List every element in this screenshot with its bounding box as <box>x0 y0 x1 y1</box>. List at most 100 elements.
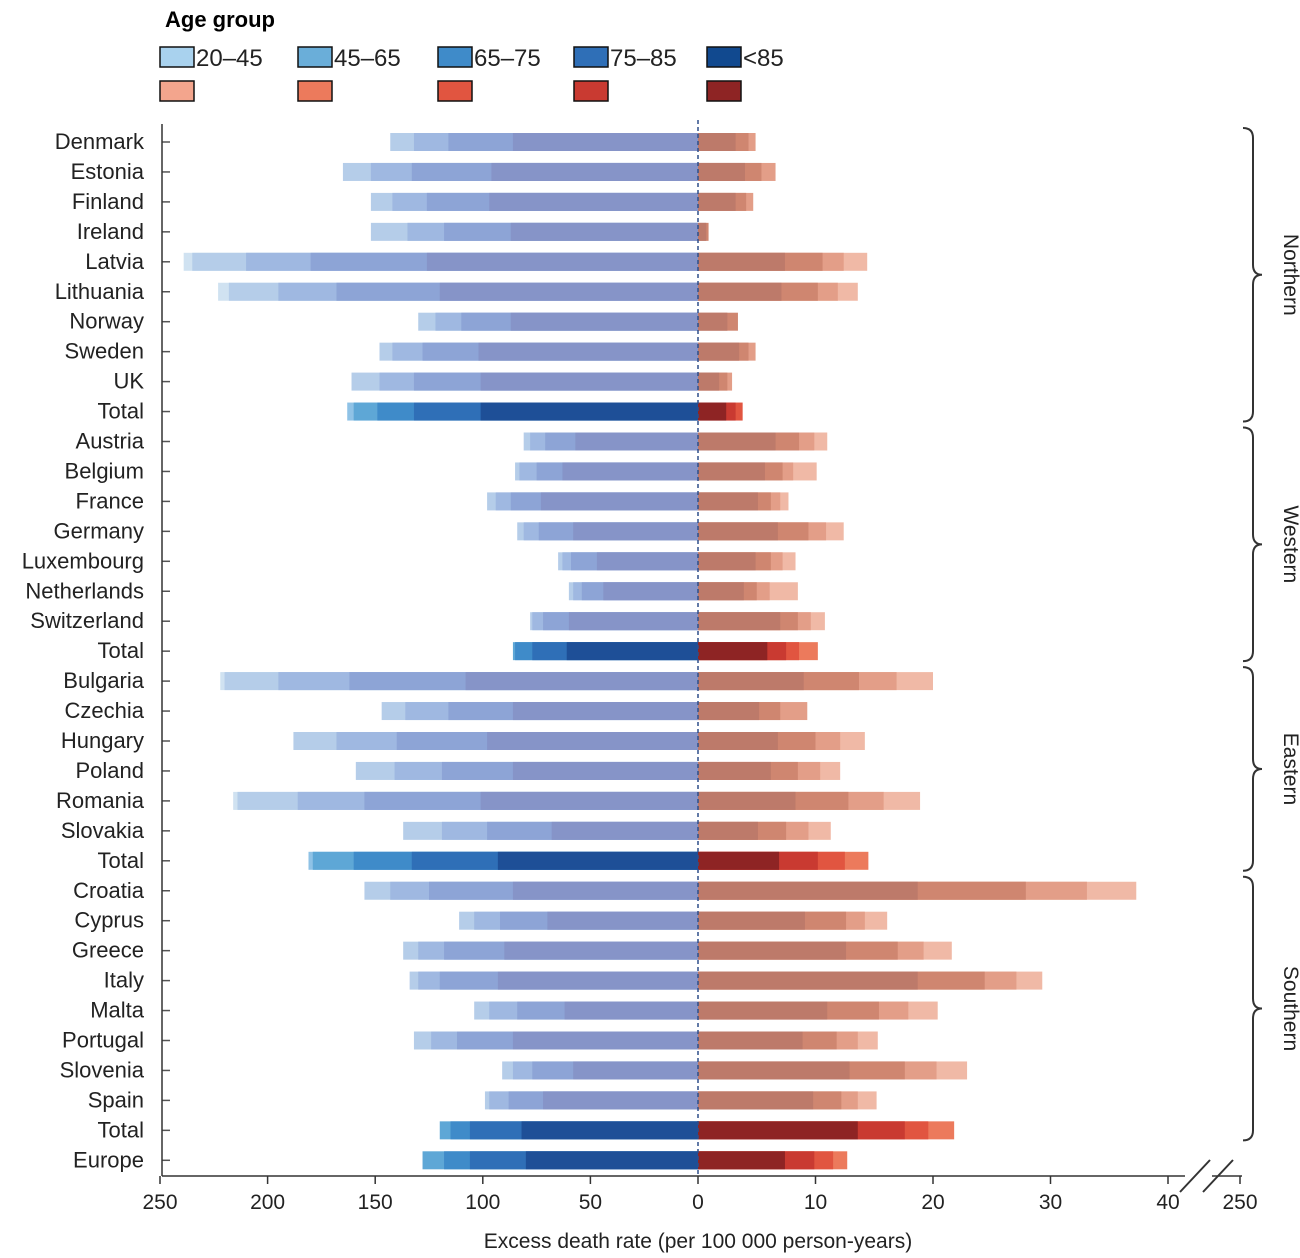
axis-break-mark <box>1202 1159 1234 1193</box>
row-label: Cyprus <box>74 908 144 933</box>
bar-row-17 <box>512 642 818 661</box>
legend-label-4: <85 <box>743 45 784 72</box>
x-tick-label: 50 <box>579 1191 602 1214</box>
bar-right-segment <box>698 552 756 571</box>
legend-swatch-red-3 <box>573 80 609 102</box>
bar-right-segment <box>698 642 768 661</box>
bar-left-segment <box>562 462 698 481</box>
bar-right-segment <box>698 911 805 930</box>
row-label: Spain <box>88 1087 144 1112</box>
bar-left-segment <box>512 702 698 721</box>
bar-left-segment <box>465 672 698 691</box>
bar-left-segment <box>426 252 698 271</box>
row-label: Norway <box>69 309 144 334</box>
bar-left-segment <box>512 881 698 900</box>
legend-swatch-red-2 <box>437 80 473 102</box>
bar-row-19 <box>381 702 808 721</box>
bar-left-segment <box>497 851 698 870</box>
bar-right-segment <box>698 192 736 211</box>
legend-label-3: 75–85 <box>610 45 677 72</box>
x-tick-label: 30 <box>1039 1191 1062 1214</box>
bar-right-segment <box>698 162 745 181</box>
row-label: Romania <box>56 788 145 813</box>
legend-swatch-blue-1 <box>297 46 333 68</box>
bar-left-segment <box>525 1151 698 1170</box>
bar-left-segment <box>510 312 698 331</box>
bar-row-0 <box>390 133 756 151</box>
row-label: Portugal <box>62 1028 144 1053</box>
bar-right-segment <box>698 791 796 810</box>
bar-row-1 <box>342 162 776 181</box>
legend-label-0: 20–45 <box>196 45 263 72</box>
row-label: Italy <box>104 968 144 993</box>
row-label: Sweden <box>64 339 144 364</box>
bar-right-segment <box>698 462 765 481</box>
bar-left-segment <box>568 612 698 631</box>
row-label: Estonia <box>71 159 145 184</box>
bar-right-segment <box>698 252 785 271</box>
row-label: Latvia <box>85 249 144 274</box>
legend-title: Age group <box>165 7 275 32</box>
legend-label-2: 65–75 <box>474 45 541 72</box>
bar-right-segment <box>698 582 744 601</box>
row-label: Slovakia <box>61 818 145 843</box>
bar-row-27 <box>403 941 952 960</box>
x-axis-label: Excess death rate (per 100 000 person-ye… <box>484 1230 912 1253</box>
bar-row-29 <box>474 1001 938 1020</box>
bar-left-segment <box>439 282 698 301</box>
row-label: Hungary <box>61 728 144 753</box>
bar-right-segment <box>698 133 736 151</box>
legend-swatch-blue-3 <box>573 46 609 68</box>
row-labels-group: Denmark Estonia Finland Ireland Latvia Lithua… <box>22 129 145 1172</box>
bar-right-segment <box>698 492 758 511</box>
bar-left-segment <box>566 642 698 661</box>
row-label: Malta <box>90 998 145 1023</box>
bar-left-segment <box>510 222 698 241</box>
legend-swatch-red-4 <box>706 80 742 102</box>
bars-group <box>183 133 1137 1170</box>
axes-group: 250 200 150 100 50 0 10 20 30 40 250 <box>142 120 1258 1214</box>
bar-left-segment <box>543 1091 698 1110</box>
bar-right-segment <box>698 522 778 541</box>
bar-left-segment <box>512 133 698 151</box>
row-label: Switzerland <box>30 608 144 633</box>
row-label: Total <box>98 848 144 873</box>
row-label: Czechia <box>65 698 145 723</box>
bar-row-25 <box>364 881 1137 900</box>
region-brace <box>1242 426 1263 663</box>
bar-right-segment <box>698 672 804 691</box>
bar-right-segment <box>698 282 782 301</box>
bar-row-3 <box>370 222 709 241</box>
bar-right-segment <box>698 222 707 241</box>
row-label: UK <box>113 369 144 394</box>
bar-left-segment <box>512 761 698 780</box>
bar-row-7 <box>379 342 756 361</box>
bar-left-segment <box>487 732 698 750</box>
row-label: Germany <box>54 518 144 543</box>
bar-left-segment <box>551 821 698 840</box>
x-tick-label: 10 <box>804 1191 827 1214</box>
bar-right-segment <box>698 612 781 631</box>
row-label: Greece <box>72 938 144 963</box>
bar-right-segment <box>698 372 720 391</box>
bar-right-segment <box>698 941 847 960</box>
bar-left-segment <box>573 1061 698 1080</box>
bar-right-segment <box>698 1121 858 1140</box>
bar-row-24 <box>308 851 869 870</box>
bar-row-8 <box>351 372 733 391</box>
bar-row-22 <box>233 791 921 810</box>
row-label: Lithuania <box>55 279 145 304</box>
row-label: Total <box>98 638 144 663</box>
legend-swatch-blue-2 <box>437 46 473 68</box>
bar-right-segment <box>698 1151 785 1170</box>
row-label: Europe <box>73 1147 144 1172</box>
x-tick-label: 200 <box>250 1191 285 1214</box>
bar-left-segment <box>540 492 698 511</box>
region-label: Western <box>1279 505 1300 583</box>
bar-row-28 <box>409 971 1043 990</box>
bar-row-9 <box>347 402 743 421</box>
bar-left-segment <box>489 192 698 211</box>
region-label: Eastern <box>1279 733 1300 805</box>
bar-row-26 <box>459 911 888 930</box>
bar-row-2 <box>370 192 754 211</box>
